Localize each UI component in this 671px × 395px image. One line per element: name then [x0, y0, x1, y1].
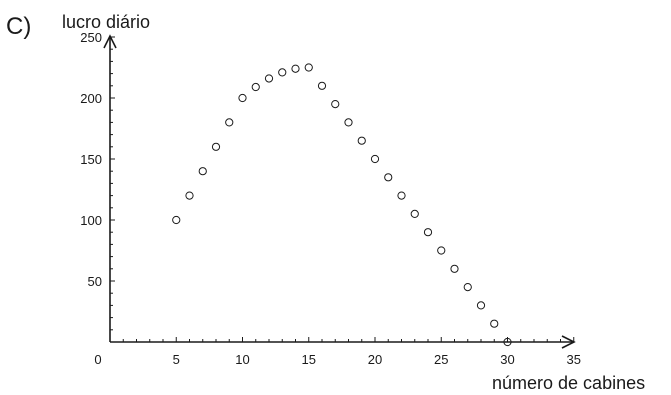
- data-point: [225, 118, 234, 127]
- x-tick-label: 5: [173, 352, 180, 367]
- x-tick-label: 30: [500, 352, 514, 367]
- data-point: [185, 191, 194, 200]
- data-point: [278, 68, 287, 77]
- data-point: [450, 264, 459, 273]
- y-tick-label: 150: [80, 152, 102, 167]
- data-point: [476, 301, 486, 310]
- x-tick-label: 0: [94, 352, 101, 367]
- x-tick-label: 20: [368, 352, 382, 367]
- ticks: 0 5 10 15 20 25 30 35 50 100 150 200 250: [80, 30, 581, 367]
- y-tick-label: 200: [80, 91, 102, 106]
- data-point: [172, 215, 181, 225]
- data-point: [503, 337, 512, 347]
- x-tick-label: 35: [567, 352, 581, 367]
- data-point: [317, 81, 327, 90]
- x-axis-label: número de cabines: [492, 373, 645, 393]
- y-tick-label: 250: [80, 30, 102, 45]
- data-point: [211, 142, 221, 151]
- data-point: [423, 228, 433, 237]
- data-point: [397, 191, 406, 200]
- data-point: [251, 82, 260, 92]
- y-axis-arrow: [103, 34, 117, 49]
- data-point: [370, 154, 380, 164]
- panel-label: C): [6, 13, 31, 40]
- data-point: [357, 136, 366, 145]
- data-point: [384, 173, 393, 182]
- x-tick-label: 10: [235, 352, 249, 367]
- x-tick-label: 25: [434, 352, 448, 367]
- data-point: [331, 100, 340, 109]
- data-point: [198, 167, 207, 176]
- data-point: [291, 64, 300, 73]
- data-point: [344, 118, 353, 127]
- axes: [103, 34, 576, 349]
- data-point: [490, 319, 499, 328]
- data-point: [437, 246, 446, 255]
- data-point: [238, 93, 247, 103]
- y-axis-label: lucro diário: [62, 12, 150, 32]
- data-points: [172, 63, 512, 347]
- y-tick-label: 100: [80, 213, 102, 228]
- data-point: [463, 283, 472, 292]
- data-point: [304, 63, 313, 72]
- x-tick-label: 15: [302, 352, 316, 367]
- data-point: [264, 74, 274, 83]
- y-tick-label: 50: [88, 274, 102, 289]
- data-point: [410, 209, 419, 218]
